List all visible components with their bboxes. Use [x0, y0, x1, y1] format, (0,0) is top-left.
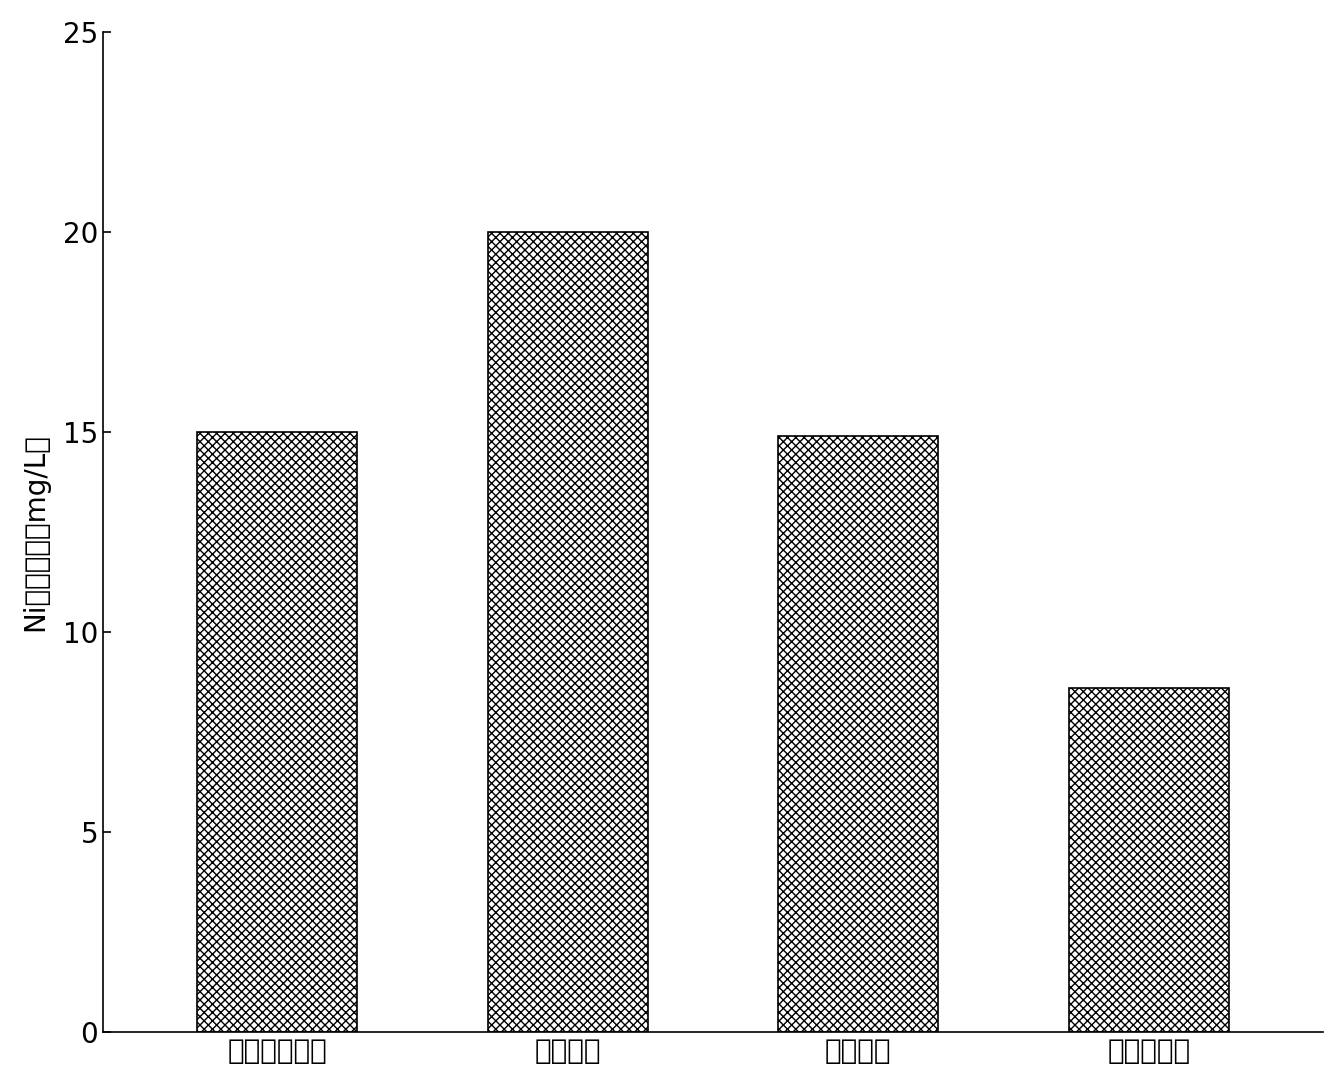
Y-axis label: Ni浸出浓度（mg/L）: Ni浸出浓度（mg/L）: [22, 433, 48, 631]
Bar: [1068, 689, 1228, 1033]
Bar: [198, 432, 358, 1033]
Bar: [488, 232, 648, 1033]
Bar: [778, 435, 938, 1033]
